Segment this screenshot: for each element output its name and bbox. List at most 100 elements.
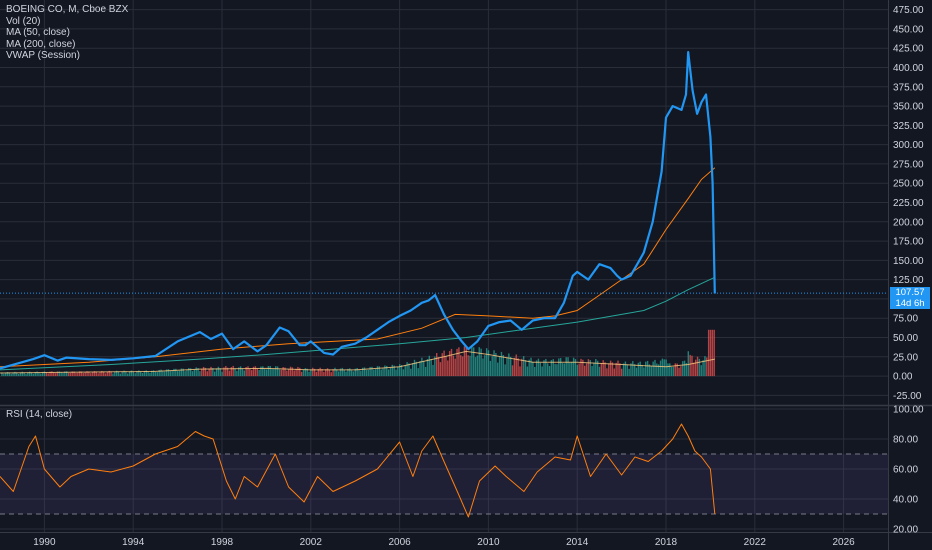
volume-bar xyxy=(225,365,227,377)
volume-bar xyxy=(386,365,388,377)
volume-bar xyxy=(689,354,691,377)
volume-bar xyxy=(347,368,349,377)
volume-bar xyxy=(532,361,534,377)
volume-bar xyxy=(430,359,432,377)
volume-bar xyxy=(648,364,651,377)
chart-legend: BOEING CO, M, Cboe BZX Vol (20) MA (50, … xyxy=(6,4,128,62)
volume-bar xyxy=(219,368,221,377)
volume-bar xyxy=(471,346,473,377)
volume-ma-line[interactable] xyxy=(0,350,715,374)
volume-bar xyxy=(580,358,582,377)
volume-bar xyxy=(685,363,688,377)
volume-bar xyxy=(25,373,27,377)
volume-bar xyxy=(10,373,12,377)
volume-bar xyxy=(515,354,517,377)
indicator-vwap[interactable]: VWAP (Session) xyxy=(6,50,80,61)
volume-bar xyxy=(265,369,268,377)
indicator-ma200[interactable]: MA (200, close) xyxy=(6,38,76,50)
volume-bar xyxy=(467,355,469,377)
volume-bar xyxy=(411,363,414,377)
volume-bar xyxy=(121,371,123,377)
rsi-axis-label: 80.00 xyxy=(893,435,918,446)
indicator-vol[interactable]: Vol (20) xyxy=(6,15,41,27)
volume-bar xyxy=(299,367,301,377)
time-axis-label: 1994 xyxy=(122,537,145,548)
volume-bar xyxy=(71,371,73,377)
volume-bar xyxy=(706,357,708,377)
volume-bar xyxy=(450,348,453,377)
volume-bar xyxy=(646,360,649,377)
volume-bar xyxy=(606,368,608,377)
volume-bar xyxy=(123,370,125,377)
volume-bar xyxy=(419,361,421,377)
volume-bar xyxy=(571,362,573,377)
volume-bar xyxy=(49,371,51,377)
volume-bar xyxy=(565,357,567,377)
volume-bar xyxy=(461,356,464,377)
price-axis-label: 375.00 xyxy=(893,82,924,93)
volume-bar xyxy=(332,369,334,377)
volume-bar xyxy=(354,368,356,377)
volume-bar xyxy=(522,356,525,377)
volume-bar xyxy=(587,359,590,377)
price-axis-label: 225.00 xyxy=(893,198,924,209)
volume-bar xyxy=(626,364,628,377)
volume-bar xyxy=(313,368,316,377)
volume-bar xyxy=(589,360,591,377)
volume-bar xyxy=(145,370,147,377)
symbol-title[interactable]: BOEING CO, M, Cboe BZX xyxy=(6,4,129,15)
volume-bar xyxy=(27,372,29,377)
rsi-line[interactable] xyxy=(0,423,716,518)
volume-bar xyxy=(600,363,603,377)
price-line[interactable] xyxy=(0,51,716,370)
volume-bar xyxy=(130,370,133,377)
ma200-line[interactable] xyxy=(0,276,716,371)
volume-bar xyxy=(632,361,634,377)
volume-bar xyxy=(256,368,258,377)
volume-bar xyxy=(86,371,88,377)
volume-bar xyxy=(245,367,247,377)
volume-bar xyxy=(530,357,532,377)
volume-bar xyxy=(661,358,664,377)
volume-bar xyxy=(374,369,377,377)
volume-bar xyxy=(711,329,714,377)
volume-bar xyxy=(356,367,358,377)
volume-bar xyxy=(291,367,294,377)
volume-bar xyxy=(262,366,264,377)
volume-bar xyxy=(152,370,155,377)
volume-bar xyxy=(469,355,471,377)
volume-bar xyxy=(547,363,549,377)
time-axis-label: 2010 xyxy=(477,537,500,548)
countdown-tag: 14d 6h xyxy=(890,298,930,309)
volume-bar xyxy=(249,368,251,377)
volume-bar xyxy=(254,366,257,377)
volume-bar xyxy=(140,371,142,377)
volume-bar xyxy=(426,359,429,377)
volume-bar xyxy=(400,364,403,377)
indicator-ma50[interactable]: MA (50, close) xyxy=(6,27,70,38)
volume-bar xyxy=(141,373,144,377)
volume-bar xyxy=(95,371,97,377)
volume-bar xyxy=(14,371,16,377)
price-axis-label: 400.00 xyxy=(893,63,924,74)
volume-bar xyxy=(93,371,96,377)
volume-bar xyxy=(517,358,519,377)
volume-bar xyxy=(271,368,273,377)
volume-bar xyxy=(417,368,419,377)
volume-bar xyxy=(550,359,553,377)
volume-bar xyxy=(297,366,299,377)
volume-bar xyxy=(682,361,684,377)
volume-bar xyxy=(360,370,362,377)
volume-bar xyxy=(62,372,64,377)
volume-bar xyxy=(282,367,284,377)
volume-bar xyxy=(576,364,578,377)
rsi-legend[interactable]: RSI (14, close) xyxy=(6,409,73,420)
time-axis-label: 2014 xyxy=(566,537,589,548)
volume-bar xyxy=(289,366,292,377)
volume-bar xyxy=(132,371,134,377)
price-axis-label: 75.00 xyxy=(893,314,918,325)
time-axis-label: 1998 xyxy=(211,537,234,548)
volume-bar xyxy=(513,357,516,377)
volume-bar xyxy=(443,350,445,377)
